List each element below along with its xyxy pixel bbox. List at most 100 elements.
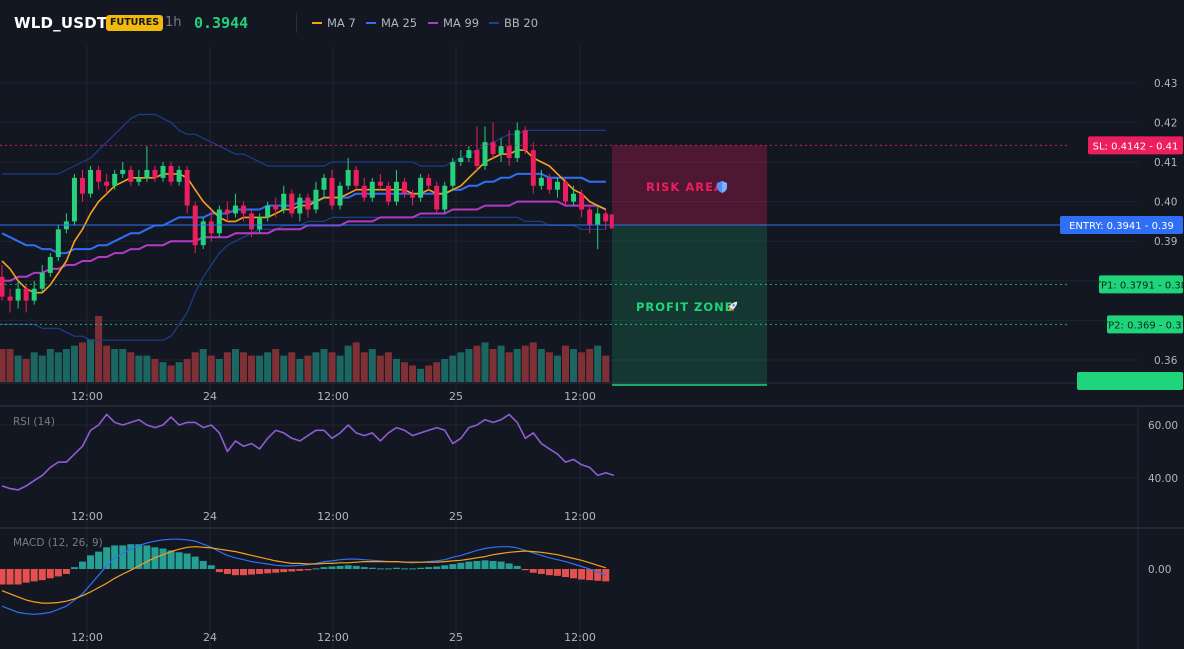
macd-histogram-bar <box>70 567 78 569</box>
candle-body <box>321 177 327 190</box>
macd-histogram-bar <box>304 569 312 571</box>
macd-histogram-bar <box>288 569 296 572</box>
level-label-text: TP2: 0.369 - 0.37 <box>1101 320 1184 331</box>
volume-bar <box>521 345 529 382</box>
macd-histogram-bar <box>30 569 38 582</box>
volume-bar <box>70 345 78 382</box>
macd-histogram-bar <box>473 560 481 569</box>
macd-histogram-bar <box>578 569 586 580</box>
legend-ma7[interactable]: MA 7 <box>312 16 356 30</box>
timeframe-selector[interactable]: 1h <box>165 15 182 30</box>
candle-body <box>305 197 311 210</box>
macd-histogram-bar <box>409 568 417 570</box>
macd-histogram-bar <box>449 564 457 569</box>
legend-ma25[interactable]: MA 25 <box>366 16 417 30</box>
time-tick-label: 12:00 <box>71 390 103 403</box>
candle-body <box>184 169 190 206</box>
legend-ma99[interactable]: MA 99 <box>428 16 479 30</box>
volume-bar <box>223 352 231 382</box>
time-tick-label: 12:00 <box>564 631 596 644</box>
volume-bar <box>545 352 553 382</box>
volume-bar <box>256 355 264 382</box>
macd-histogram-bar <box>135 544 143 569</box>
moving-averages <box>1 149 607 294</box>
volume-bar <box>505 352 513 382</box>
volume-bar <box>231 349 239 382</box>
macd-histogram-bar <box>417 567 425 569</box>
candle-body <box>579 193 585 210</box>
volume-bar <box>489 349 497 382</box>
legend-bb20[interactable]: BB 20 <box>489 16 538 30</box>
volume-bar <box>296 358 304 382</box>
candle-body <box>232 205 238 214</box>
header-divider <box>296 13 297 33</box>
volume-bar <box>320 349 328 382</box>
candle-body <box>426 177 432 186</box>
volume-bar <box>46 349 54 382</box>
time-tick-label: 24 <box>203 631 217 644</box>
candle-body <box>498 146 504 155</box>
volume-bar <box>22 358 30 382</box>
candle-body <box>345 169 351 186</box>
volume-bar <box>151 358 159 382</box>
volume-bar <box>38 355 46 382</box>
macd-histogram-bar <box>175 552 183 569</box>
volume-bar <box>191 352 199 382</box>
legend-label: MA 25 <box>381 16 418 30</box>
volume-bar <box>578 352 586 382</box>
volume-bar <box>127 352 135 382</box>
volume-bar <box>240 352 247 382</box>
candle-body <box>23 288 29 301</box>
macd-histogram-bar <box>280 569 288 573</box>
candle-body <box>297 197 303 214</box>
macd-histogram-bar <box>159 548 167 569</box>
volume-bar <box>562 345 569 382</box>
macd-histogram-bar <box>22 569 30 583</box>
volume-bar <box>215 358 223 382</box>
candle-body <box>402 181 407 194</box>
time-tick-label: 12:00 <box>71 510 103 523</box>
candle-body <box>208 221 214 234</box>
macd-histogram-bar <box>586 569 594 581</box>
volume-bar <box>54 352 62 382</box>
price-tick-label: 0.42 <box>1154 117 1177 129</box>
macd-histogram-bar <box>167 550 175 569</box>
candle-body <box>273 205 279 210</box>
price-tick-label: 0.36 <box>1154 355 1178 367</box>
candle-body <box>361 185 367 198</box>
volume-bar <box>199 349 207 382</box>
macd-title: MACD (12, 26, 9) <box>13 537 103 549</box>
volume-bar <box>280 355 288 382</box>
candle-body <box>241 205 246 214</box>
macd-histogram-bar <box>95 551 103 569</box>
volume-bar <box>6 349 14 382</box>
volume-bar <box>183 358 191 382</box>
volume-bar <box>594 345 602 382</box>
macd-histogram-bar <box>352 565 360 569</box>
price-tick-label: 0.43 <box>1154 78 1177 90</box>
volume-bar <box>14 355 22 382</box>
candle-body <box>587 209 593 226</box>
candle-body <box>257 217 263 230</box>
volume-bar <box>87 339 95 382</box>
futures-badge: FUTURES <box>106 15 164 31</box>
macd-histogram-bar <box>360 567 368 569</box>
rsi-line <box>1 413 615 491</box>
candle-body <box>385 185 391 202</box>
level-label-box <box>1077 372 1183 390</box>
volume-bar <box>376 355 384 382</box>
volume-bar <box>457 352 465 382</box>
volume-bar <box>352 342 360 382</box>
macd-histogram-bar <box>562 569 569 578</box>
symbol-name[interactable]: WLD_USDT <box>14 14 108 32</box>
macd-histogram-bar <box>191 556 199 569</box>
candle-body <box>55 229 61 258</box>
candle-body <box>71 177 77 222</box>
candle-body <box>329 177 335 206</box>
volume-bars <box>0 316 610 382</box>
macd-histogram-bar <box>215 569 223 573</box>
macd-histogram-bar <box>505 563 513 569</box>
candle-body <box>31 288 37 301</box>
price-tick-label: 0.41 <box>1154 157 1177 169</box>
